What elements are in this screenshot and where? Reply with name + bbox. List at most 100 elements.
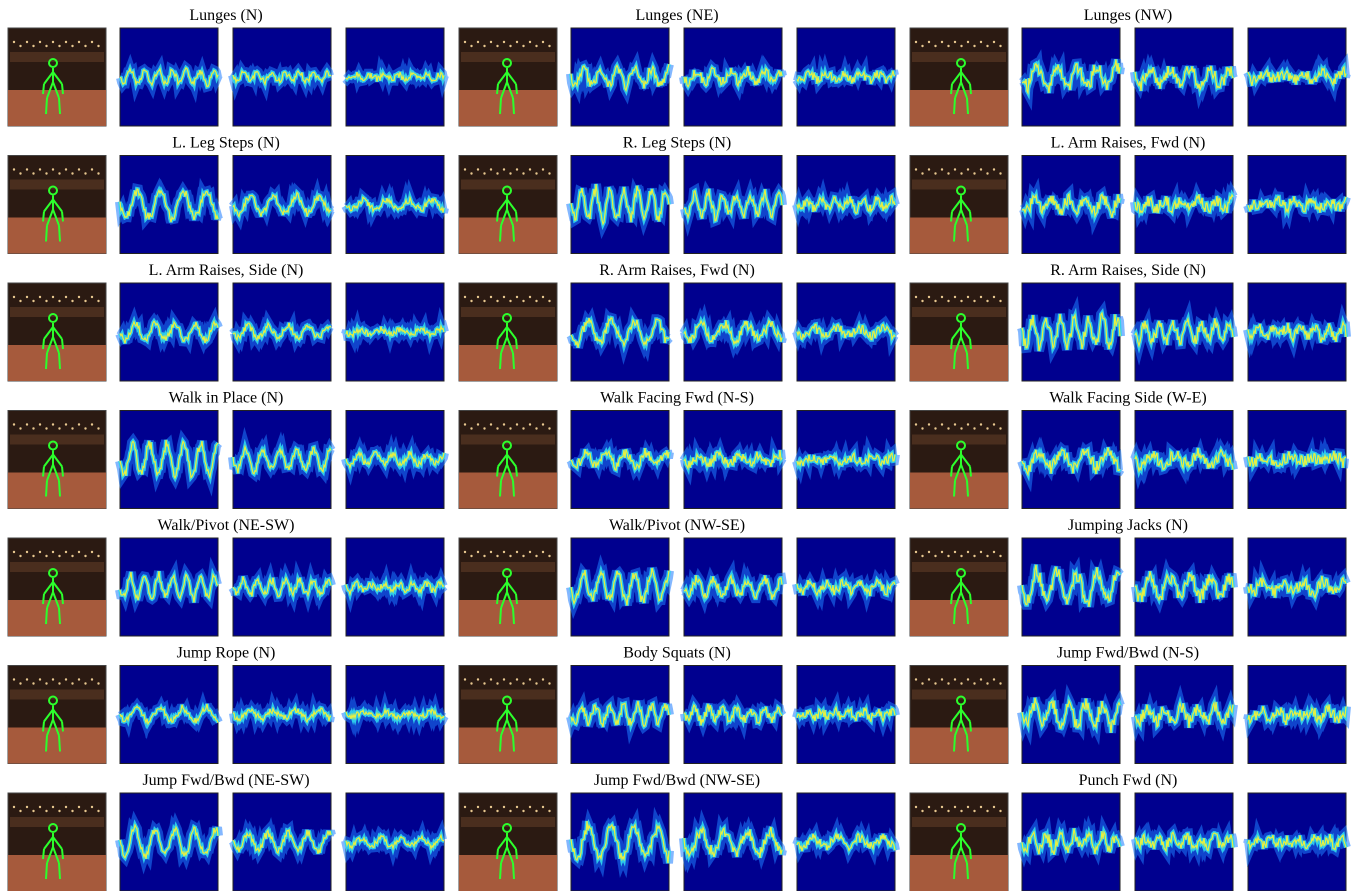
skeleton — [950, 83, 953, 95]
spectrum-core — [1247, 575, 1347, 600]
spectrogram — [679, 792, 787, 892]
stage-light — [966, 678, 970, 681]
stage-light — [502, 678, 506, 681]
stage-light — [25, 168, 29, 171]
skeleton — [951, 836, 962, 850]
skeleton — [506, 581, 517, 595]
skeleton — [953, 352, 956, 370]
skeleton — [960, 591, 968, 609]
skeleton-head — [956, 58, 966, 68]
skeleton — [499, 352, 502, 370]
skeleton — [960, 209, 968, 226]
skeleton — [960, 464, 968, 481]
skeleton — [960, 81, 968, 99]
spectrum-core — [345, 70, 445, 83]
spectrogram — [228, 537, 336, 637]
stage-light — [953, 550, 957, 554]
skeleton — [969, 338, 972, 350]
skeleton — [58, 352, 61, 370]
stage-light — [32, 809, 35, 813]
skeleton — [966, 862, 969, 880]
stage-light — [463, 295, 467, 299]
stage-light — [541, 550, 545, 554]
skeleton — [496, 83, 499, 95]
spectrum-core — [1247, 450, 1347, 469]
spectrum-core — [683, 825, 783, 859]
skeleton — [52, 336, 60, 354]
skeleton — [42, 466, 45, 477]
floor — [910, 472, 1008, 509]
stage-light — [966, 805, 970, 809]
stage-light — [921, 299, 924, 303]
stage-light — [489, 295, 493, 299]
skeleton — [500, 591, 508, 609]
panel-title: Walk Facing Fwd (N-S) — [600, 390, 754, 407]
spectrogram — [1017, 792, 1125, 892]
stage-light — [71, 554, 74, 558]
skeleton-head — [48, 58, 58, 68]
skeleton-head — [956, 568, 966, 578]
stage-light — [90, 805, 94, 809]
spectrum-core — [1021, 311, 1121, 352]
skeleton — [61, 466, 64, 477]
skeleton — [951, 581, 962, 595]
skeleton — [52, 719, 60, 736]
stage-light — [914, 550, 918, 554]
stage-light — [476, 40, 480, 44]
panel-title: Jump Fwd/Bwd (NW-SE) — [594, 772, 760, 789]
spectrum-core — [119, 319, 219, 344]
spectrum-core — [119, 439, 219, 480]
stage-light — [90, 678, 94, 681]
skeleton — [496, 466, 499, 477]
spectrum-core — [345, 450, 445, 470]
stage-light — [992, 40, 996, 44]
spectrum-core — [119, 188, 219, 223]
stage-light — [51, 168, 55, 171]
stage-light — [97, 172, 100, 175]
stage-light — [64, 168, 68, 171]
spectrogram — [1243, 537, 1351, 637]
stage-light — [19, 682, 22, 685]
stage-light — [64, 550, 68, 554]
floor — [459, 600, 557, 636]
stage-light — [463, 40, 467, 44]
spectrogram — [792, 537, 900, 637]
stage-light — [476, 168, 480, 171]
panel-title: Walk Facing Side (W-E) — [1049, 390, 1206, 407]
stage-light — [992, 295, 996, 299]
spectrum-core — [1021, 828, 1121, 855]
skeleton — [42, 593, 45, 605]
stage-light — [541, 423, 545, 426]
skeleton — [52, 581, 63, 595]
floor — [459, 217, 557, 254]
skeleton — [953, 225, 956, 242]
spectrum-core — [1134, 831, 1234, 853]
panel-title: Jump Fwd/Bwd (N-S) — [1057, 645, 1199, 662]
spectrum-core — [796, 451, 896, 468]
skeleton — [500, 209, 508, 226]
spectrogram — [1130, 27, 1238, 127]
spectrogram — [792, 27, 899, 127]
spectrum-core — [1021, 697, 1121, 733]
stage-light — [992, 805, 996, 809]
spectrum-core — [570, 63, 670, 93]
skeleton — [52, 71, 63, 85]
skeleton — [43, 71, 54, 85]
skeleton — [496, 593, 499, 605]
spectrum-core — [796, 578, 896, 598]
stage-light — [535, 554, 538, 558]
skeleton — [954, 81, 962, 99]
stage-light — [38, 423, 42, 426]
spectrogram — [229, 155, 335, 254]
stage-light — [973, 299, 976, 303]
stage-light — [927, 805, 931, 809]
balcony — [10, 179, 104, 190]
skeleton — [969, 848, 972, 860]
spectrogram — [229, 792, 336, 892]
spectrum-core — [1134, 65, 1234, 93]
stage-light — [947, 427, 950, 430]
skeleton — [515, 83, 518, 95]
video-frame — [7, 155, 107, 254]
spectrum-core — [232, 191, 332, 219]
stage-light — [489, 678, 493, 681]
